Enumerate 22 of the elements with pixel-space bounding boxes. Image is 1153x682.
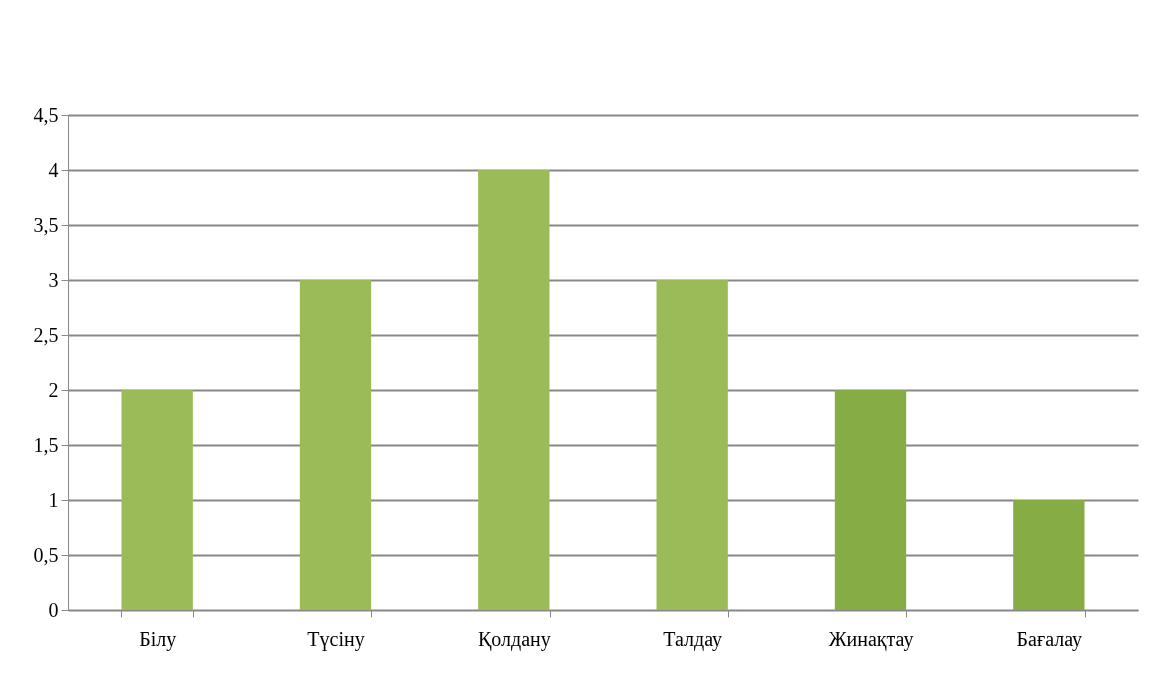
y-tick-label: 4 (48, 158, 59, 181)
y-tick-label: 2,5 (33, 323, 59, 346)
x-tick-label: Білу (139, 627, 177, 651)
bar (299, 280, 372, 610)
bar (478, 170, 550, 610)
x-tick-label: Жинақтау (828, 627, 914, 651)
x-tick-label: Бағалау (1016, 627, 1083, 651)
bar (121, 390, 193, 610)
y-tick-label: 1 (48, 488, 59, 511)
y-tick-label: 3,5 (33, 213, 59, 236)
y-tick-label: 1,5 (33, 433, 59, 456)
x-tick-label: Түсіну (307, 627, 365, 651)
y-tick-label: 4,5 (33, 103, 59, 126)
bar (1013, 500, 1085, 610)
bar (656, 280, 728, 610)
y-tick-label: 0 (48, 598, 59, 621)
x-tick-label: Талдау (663, 627, 723, 651)
x-tick-label: Қолдану (477, 627, 551, 651)
y-tick-label: 2 (48, 378, 59, 401)
y-tick-label: 0,5 (33, 543, 59, 566)
bar (834, 390, 907, 610)
y-tick-label: 3 (48, 268, 59, 291)
